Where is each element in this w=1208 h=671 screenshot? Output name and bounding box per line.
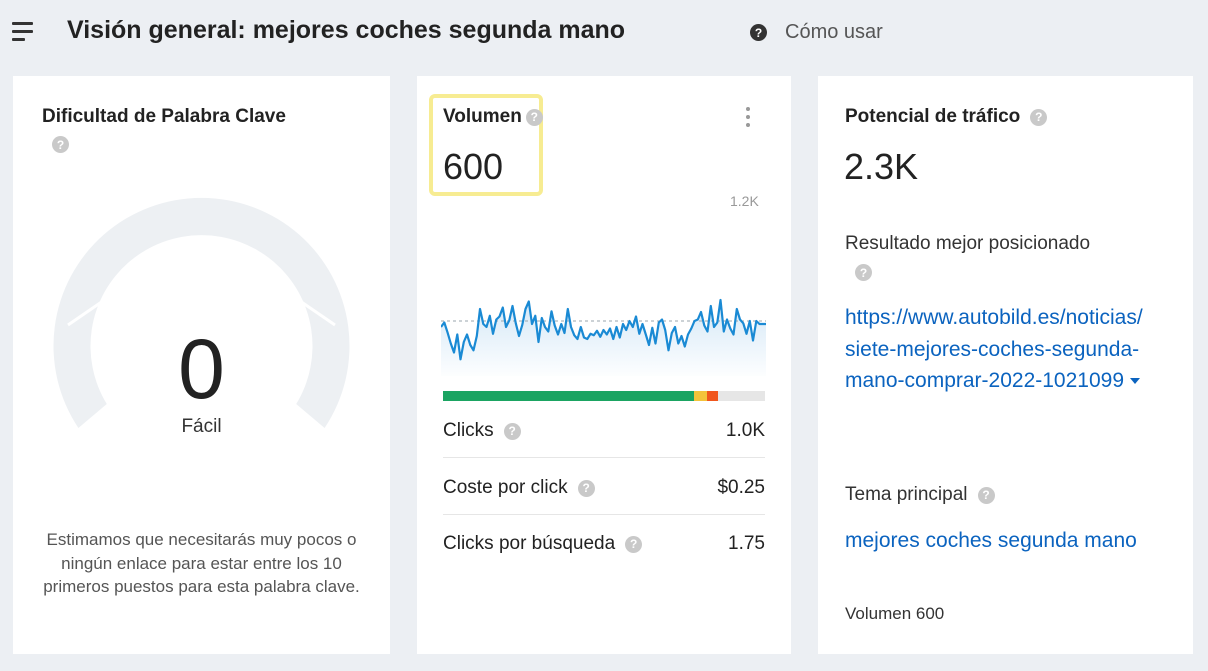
question-icon[interactable]: ?: [977, 486, 995, 504]
chart-area: [441, 300, 766, 376]
parent-topic-label: Tema principal: [845, 484, 968, 505]
keyword-difficulty-card: Dificultad de Palabra Clave ? 0 Fácil Es…: [13, 76, 390, 654]
top-result-url: https://www.autobild.es/noticias/siete-m…: [845, 306, 1143, 392]
cpc-value: $0.25: [717, 477, 765, 498]
volume-card: Volumen ? 600 1.2K Clicks? 1.0K Coste po…: [417, 76, 791, 654]
question-icon[interactable]: ?: [625, 535, 643, 553]
clicks-per-search-label: Clicks por búsqueda: [443, 533, 616, 554]
keyword-difficulty-description: Estimamos que necesitarás muy pocos o ni…: [43, 530, 360, 596]
chart-series-line: [441, 298, 766, 361]
difficulty-gauge: [53, 197, 350, 428]
cpc-label: Coste por click: [443, 477, 568, 498]
clicks-per-search-row: Clicks por búsqueda? 1.75: [443, 518, 765, 570]
clicks-row: Clicks? 1.0K: [443, 405, 765, 457]
question-icon[interactable]: ?: [855, 264, 872, 281]
cpc-bar-segment: [443, 391, 695, 401]
metric-divider: [443, 514, 765, 515]
cpc-row: Coste por click? $0.25: [443, 462, 765, 514]
how-to-use-link[interactable]: ? Cómo usar: [750, 21, 883, 44]
page-title: Visión general: mejores coches segunda m…: [67, 16, 626, 44]
cpc-bar-segment: [707, 391, 719, 401]
gauge-track: [53, 197, 350, 428]
top-result-link[interactable]: https://www.autobild.es/noticias/siete-m…: [845, 302, 1145, 397]
top-result-label: Resultado mejor posicionado: [845, 233, 1091, 254]
keyword-difficulty-label: Fácil: [181, 416, 222, 437]
dropdown-caret-icon[interactable]: [1130, 378, 1140, 385]
parent-topic-label-row: Tema principal ?: [845, 484, 995, 506]
question-icon[interactable]: ?: [525, 108, 543, 126]
question-icon[interactable]: ?: [503, 422, 521, 440]
metric-divider: [443, 457, 765, 458]
clicks-label: Clicks: [443, 420, 494, 441]
more-options-icon[interactable]: [745, 107, 751, 129]
volume-highlight: [429, 94, 543, 196]
cpc-bar-segment: [718, 391, 765, 401]
traffic-potential-card: Potencial de tráfico ? 2.3K Resultado me…: [818, 76, 1193, 654]
parent-topic-link[interactable]: mejores coches segunda mano: [845, 529, 1137, 552]
keyword-difficulty-value: 0: [178, 322, 225, 416]
traffic-potential-value: 2.3K: [844, 146, 919, 187]
clicks-per-search-value: 1.75: [728, 533, 765, 554]
cpc-bar-segment: [694, 391, 708, 401]
volume-value: 600: [443, 146, 504, 187]
traffic-potential-title-label: Potencial de tráfico: [845, 106, 1021, 127]
volume-title: Volumen ?: [443, 106, 543, 128]
keyword-difficulty-title: Dificultad de Palabra Clave: [42, 106, 286, 127]
question-icon[interactable]: ?: [577, 479, 595, 497]
cpc-distribution-bar: [443, 391, 765, 401]
clicks-value: 1.0K: [725, 420, 765, 441]
hamburger-menu-icon[interactable]: [12, 22, 34, 42]
volume-title-label: Volumen: [443, 106, 522, 127]
page-header: Visión general: mejores coches segunda m…: [0, 0, 1208, 66]
question-icon[interactable]: ?: [1030, 108, 1048, 126]
question-icon: ?: [750, 24, 767, 41]
gauge-separator: [67, 275, 139, 327]
question-icon[interactable]: ?: [52, 136, 69, 153]
traffic-potential-title: Potencial de tráfico ?: [845, 106, 1048, 128]
how-to-use-label: Cómo usar: [785, 21, 883, 43]
chart-y-max-label: 1.2K: [730, 193, 759, 209]
volume-trend-chart: [441, 298, 766, 376]
gauge-separator: [264, 275, 336, 327]
parent-topic-volume: Volumen 600: [845, 604, 945, 623]
